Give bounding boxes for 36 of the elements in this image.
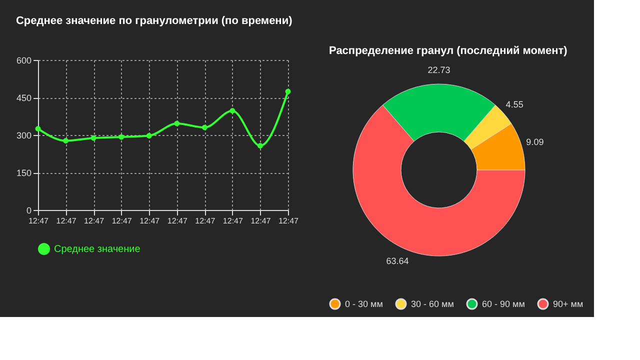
legend-label: 0 - 30 мм — [345, 299, 383, 309]
point — [257, 143, 263, 148]
legend-label: Среднее значение — [54, 244, 141, 255]
data-label: 63.64 — [386, 256, 409, 266]
y-tick-label: 150 — [16, 168, 32, 178]
legend-label: 90+ мм — [553, 299, 584, 309]
point — [230, 108, 236, 114]
y-tick-label: 600 — [16, 56, 32, 66]
x-tick-label: 12:47 — [250, 216, 272, 226]
x-tick-label: 12:47 — [28, 216, 50, 226]
chart-title: Распределение гранул (последний момент) — [329, 45, 568, 57]
x-tick-label: 12:47 — [112, 216, 132, 226]
x-tick-label: 12:47 — [195, 216, 216, 226]
point — [35, 126, 41, 132]
legend-label: 60 - 90 мм — [482, 299, 525, 309]
chart-title: Среднее значение по гранулометрии (по времени) — [16, 15, 293, 27]
point — [118, 134, 124, 140]
data-label: 22.73 — [428, 65, 450, 75]
data-label: 9.09 — [526, 136, 544, 147]
point — [146, 133, 152, 138]
point — [63, 138, 69, 144]
legend-label: 30 - 60 мм — [411, 299, 454, 309]
x-tick-label: 12:47 — [56, 216, 77, 226]
point — [202, 124, 208, 130]
point — [285, 88, 291, 94]
x-tick-label: 12:47 — [167, 216, 188, 226]
x-tick-label: 12:47 — [84, 216, 105, 226]
point — [90, 135, 96, 141]
data-label: 4.55 — [506, 100, 524, 110]
y-tick-label: 450 — [16, 93, 32, 103]
point — [174, 120, 180, 126]
x-tick-label: 12:47 — [140, 216, 160, 226]
x-tick-label: 12:47 — [222, 216, 244, 226]
x-tick-label: 12:47 — [278, 216, 300, 226]
y-tick-label: 300 — [16, 130, 32, 140]
y-tick-label: 0 — [26, 206, 32, 216]
